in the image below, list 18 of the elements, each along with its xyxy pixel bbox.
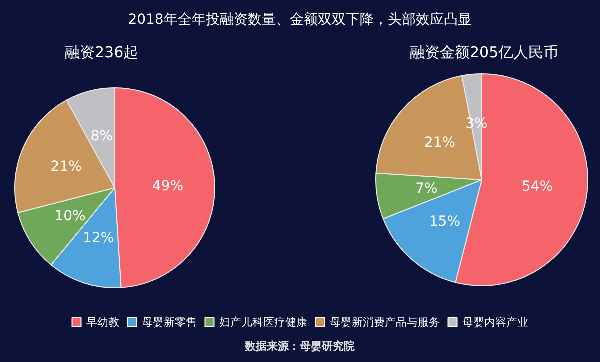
text: 2018年全年投融资数量、金额双双下降，头部效应凸显 <box>128 12 472 28</box>
data-label: 7% <box>416 180 438 197</box>
chart-title: 融资236起 <box>65 44 139 62</box>
legend-label: 母婴内容产业 <box>462 316 528 329</box>
legend-label: 早幼教 <box>86 316 120 329</box>
data-label: 54% <box>522 179 554 196</box>
data-label: 15% <box>429 214 461 230</box>
data-label: 12% <box>83 230 114 246</box>
legend-label: 母婴新零售 <box>142 316 197 329</box>
data-label: 21% <box>50 158 82 175</box>
data-label: 21% <box>424 134 456 151</box>
source-note: 数据来源：母婴研究院 <box>244 340 355 353</box>
data-label: 8% <box>90 128 113 145</box>
chart-title: 融资金额205亿人民币 <box>410 44 559 62</box>
data-label: 10% <box>54 208 86 224</box>
legend-label: 妇产儿科医疗健康 <box>219 316 308 329</box>
data-label: 49% <box>152 178 184 194</box>
legend-label: 母婴新消费产品与服务 <box>330 316 440 329</box>
